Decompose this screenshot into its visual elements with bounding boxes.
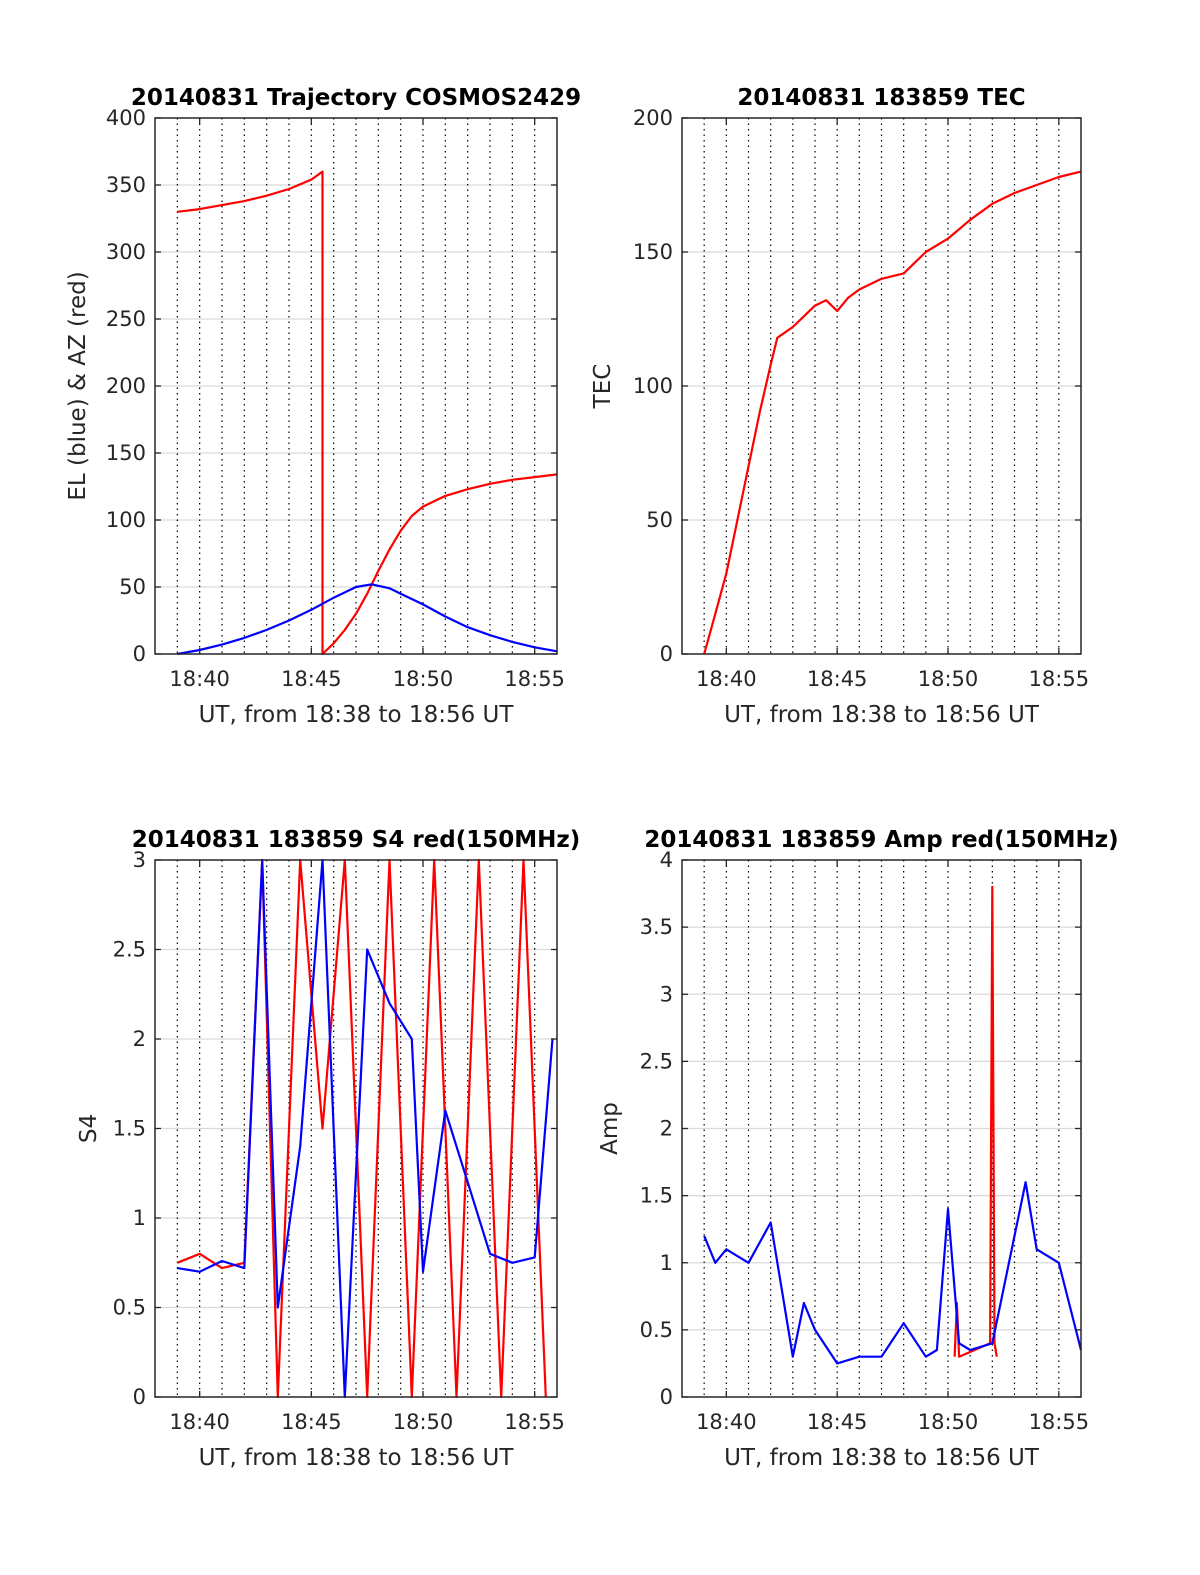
y-tick-label: 1 xyxy=(660,1251,673,1275)
x-tick-label: 18:45 xyxy=(807,667,868,691)
y-tick-label: 1.5 xyxy=(640,1184,673,1208)
x-tick-label: 18:50 xyxy=(393,1410,454,1434)
chart-s4: 0 0.5 1 1.5 2 2.5 3 18:40 18:45 18:50 18:55 2014083… xyxy=(76,827,580,1471)
chart-title: 20140831 183859 TEC xyxy=(737,85,1025,111)
x-tick-label: 18:55 xyxy=(504,667,565,691)
series-red-line xyxy=(176,858,547,1399)
y-tick-label: 2 xyxy=(133,1027,146,1051)
x-tick-label: 18:50 xyxy=(918,1410,979,1434)
y-tick-label: 300 xyxy=(106,240,146,264)
y-axis-label: EL (blue) & AZ (red) xyxy=(65,271,91,500)
y-tick-label: 3 xyxy=(660,982,673,1006)
y-tick-label: 250 xyxy=(106,307,146,331)
y-axis-label: Amp xyxy=(597,1102,623,1155)
x-axis-label: UT, from 18:38 to 18:56 UT xyxy=(199,1445,515,1471)
y-tick-label: 2 xyxy=(660,1117,673,1141)
y-tick-label: 3 xyxy=(133,848,146,872)
x-axis-label: UT, from 18:38 to 18:56 UT xyxy=(199,702,515,728)
y-tick-label: 0.5 xyxy=(640,1318,673,1342)
series-blue-line xyxy=(177,583,558,656)
y-tick-label: 3.5 xyxy=(640,915,673,939)
y-tick-label: 100 xyxy=(633,374,673,398)
chart-trajectory: 0 50 100 150 200 250 300 350 400 18:40 18:45 18:50 1… xyxy=(65,85,581,728)
x-axis-label: UT, from 18:38 to 18:56 UT xyxy=(724,1445,1040,1471)
y-tick-label: 1 xyxy=(133,1206,146,1230)
y-tick-label: 0.5 xyxy=(113,1296,146,1320)
y-tick-label: 150 xyxy=(106,441,146,465)
x-tick-label: 18:55 xyxy=(1029,1410,1090,1434)
series-red-line xyxy=(177,170,558,656)
x-tick-label: 18:40 xyxy=(696,1410,757,1434)
chart-tec: 0 50 100 150 200 18:40 18:45 18:50 18:55 20140831… xyxy=(590,85,1089,728)
y-axis-label: S4 xyxy=(76,1114,102,1143)
x-tick-label: 18:45 xyxy=(281,667,342,691)
y-tick-label: 100 xyxy=(106,508,146,532)
y-tick-label: 2.5 xyxy=(640,1049,673,1073)
y-tick-label: 400 xyxy=(106,106,146,130)
y-tick-label: 50 xyxy=(646,508,673,532)
chart-title: 20140831 Trajectory COSMOS2429 xyxy=(131,85,581,111)
x-tick-label: 18:50 xyxy=(393,667,454,691)
x-tick-label: 18:50 xyxy=(918,667,979,691)
y-tick-label: 0 xyxy=(133,1385,146,1409)
chart-title: 20140831 183859 S4 red(150MHz) xyxy=(132,827,581,853)
series-blue-line xyxy=(703,1181,1083,1365)
x-tick-label: 18:55 xyxy=(1029,667,1090,691)
chart-title: 20140831 183859 Amp red(150MHz) xyxy=(644,827,1118,853)
series-blue-line xyxy=(177,858,554,1399)
x-tick-label: 18:40 xyxy=(169,667,230,691)
y-tick-label: 0 xyxy=(660,1385,673,1409)
y-tick-label: 1.5 xyxy=(113,1117,146,1141)
y-tick-label: 0 xyxy=(660,642,673,666)
y-tick-label: 50 xyxy=(119,575,146,599)
y-tick-label: 150 xyxy=(633,240,673,264)
y-tick-label: 200 xyxy=(106,374,146,398)
y-tick-label: 350 xyxy=(106,173,146,197)
y-axis-label: TEC xyxy=(590,364,616,410)
x-tick-label: 18:45 xyxy=(281,1410,342,1434)
y-tick-label: 0 xyxy=(133,642,146,666)
x-tick-label: 18:40 xyxy=(169,1410,230,1434)
y-tick-label: 200 xyxy=(633,106,673,130)
chart-amp: 0 0.5 1 1.5 2 2.5 3 3.5 4 18:40 18:45 18:50 18:55 201… xyxy=(597,827,1119,1471)
x-tick-label: 18:45 xyxy=(807,1410,868,1434)
y-tick-label: 4 xyxy=(660,848,673,872)
series-red-line xyxy=(703,170,1082,655)
y-tick-label: 2.5 xyxy=(113,938,146,962)
x-axis-label: UT, from 18:38 to 18:56 UT xyxy=(724,702,1040,728)
x-tick-label: 18:40 xyxy=(696,667,757,691)
x-tick-label: 18:55 xyxy=(504,1410,565,1434)
